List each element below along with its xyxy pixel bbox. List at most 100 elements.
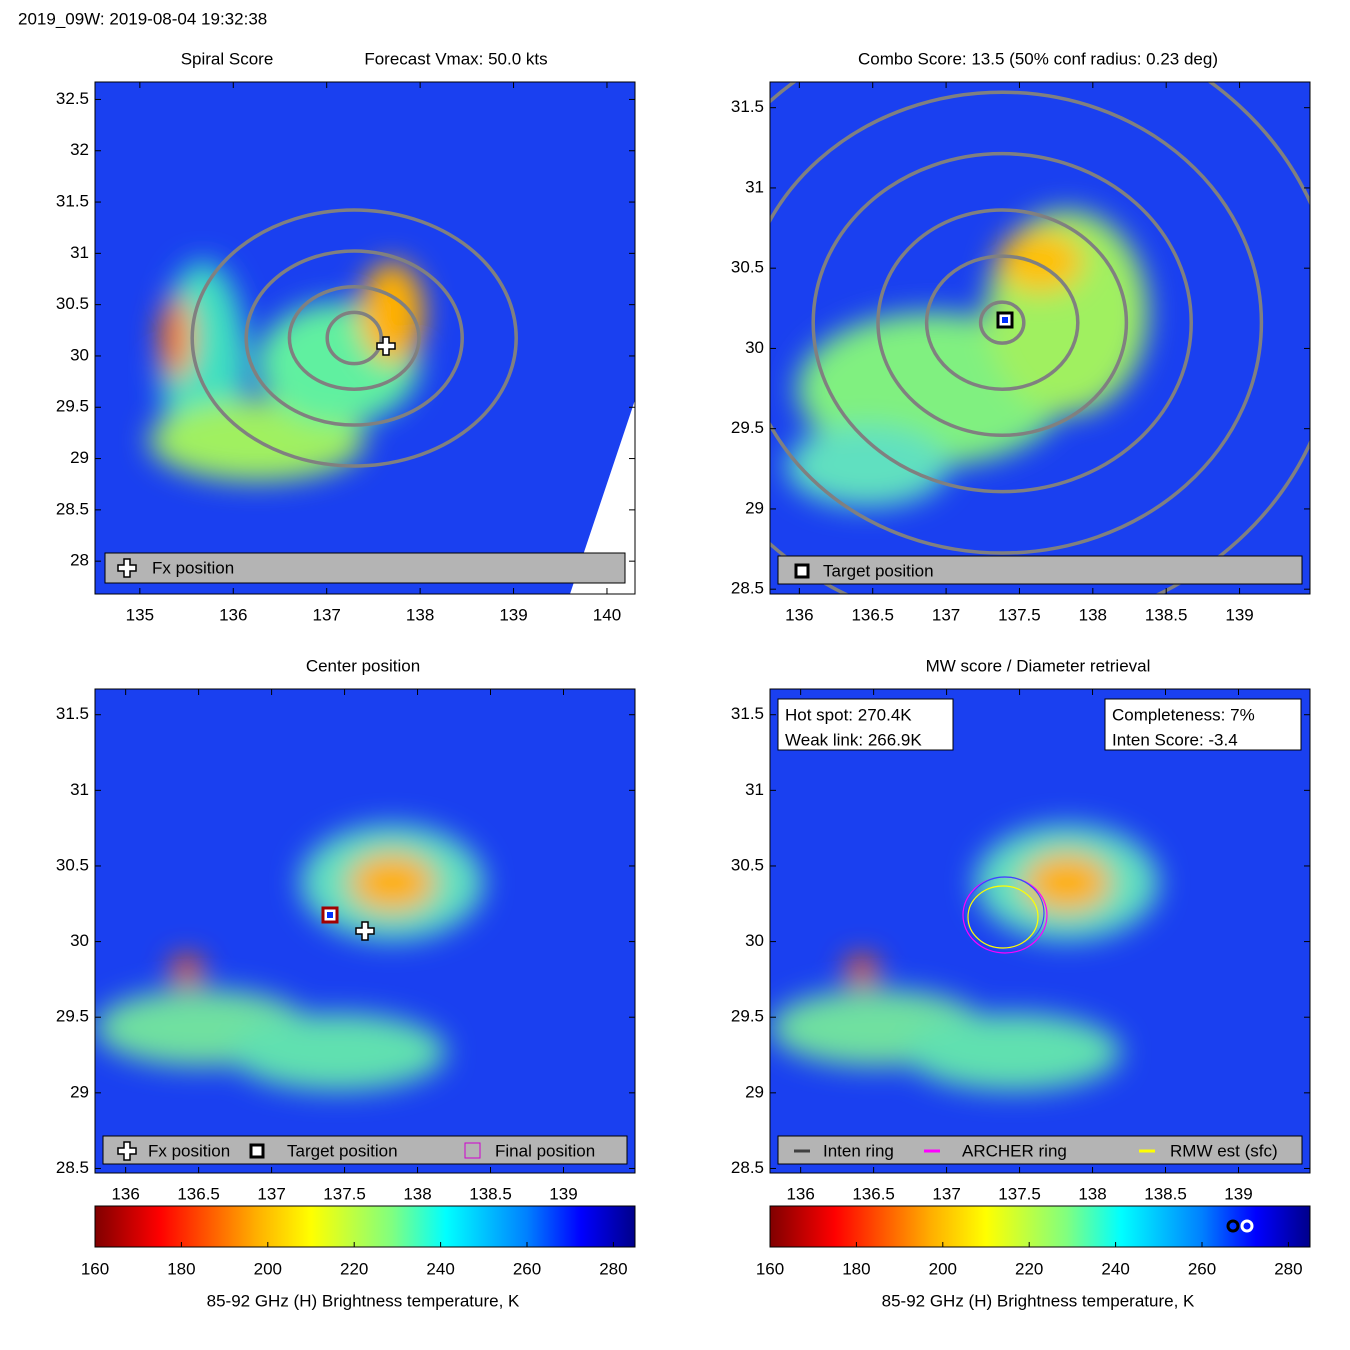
target-center [327,912,333,918]
legend-swatch [249,1143,265,1159]
legend-swatch [794,563,810,579]
y-tick-label: 29 [70,448,89,467]
x-tick-label: 139 [1224,1184,1252,1203]
y-tick-label: 31 [745,177,764,196]
colorbar-tick-label: 220 [340,1259,368,1278]
x-tick-label: 135 [126,605,154,624]
panel: Spiral Score Forecast Vmax: 50.0 kts 135 13… [56,49,636,624]
x-tick-label: 138 [1079,605,1107,624]
y-tick-label: 31.5 [56,704,89,723]
heatmap-feature [230,1013,446,1091]
x-tick-label: 138.5 [1144,1184,1187,1203]
x-tick-label: 137 [257,1184,285,1203]
fx-marker [376,336,396,356]
legend-box [102,1135,628,1165]
legend-swatch [464,1142,481,1159]
y-tick-label: 29 [745,498,764,517]
colorbar-marker [1240,1219,1254,1233]
heatmap-feature [348,853,436,912]
contour [770,90,1264,555]
colorbar-tick-label: 160 [756,1259,784,1278]
y-tick-label: 29 [745,1082,764,1101]
heatmap-feature [845,955,878,985]
x-tick-label: 138 [1078,1184,1106,1203]
annotation-box [777,698,954,751]
panel-title: Center position [306,656,420,675]
x-tick-label: 137.5 [998,1184,1041,1203]
plot-frame [94,81,636,595]
colorbar-tick-label: 260 [1188,1259,1216,1278]
annotation: Hot spot: 270.4K [785,705,912,724]
y-tick-label: 30.5 [56,855,89,874]
legend-label: Fx position [152,558,234,577]
legend-box [104,552,626,584]
contour [325,310,383,366]
heatmap-feature [159,297,193,379]
heatmap-feature [996,230,1084,292]
heatmap-features [770,824,1159,1091]
target-center [1002,317,1008,323]
annotation: Weak link: 266.9K [785,730,922,749]
panel: Combo Score: 13.5 (50% conf radius: 0.23… [731,49,1311,624]
y-tick-label: 29 [70,1082,89,1101]
x-tick-label: 136.5 [177,1184,220,1203]
x-tick-label: 137 [932,605,960,624]
y-tick-label: 31.5 [731,704,764,723]
annotation: Inten Score: -3.4 [1112,730,1238,749]
y-tick-label: 28 [70,551,89,570]
y-tick-label: 31.5 [56,192,89,211]
legend-box [777,555,1303,585]
x-tick-label: 139 [549,1184,577,1203]
y-tick-label: 32 [70,140,89,159]
contour [190,208,518,468]
x-tick-label: 136 [786,1184,814,1203]
heatmap [770,82,1310,594]
colorbar-tick-label: 280 [1274,1259,1302,1278]
y-tick-label: 29.5 [731,418,764,437]
y-tick-label: 30 [745,338,764,357]
heatmap [95,82,635,594]
x-tick-label: 136 [111,1184,139,1203]
legend-label: ARCHER ring [962,1141,1067,1160]
y-tick-label: 30.5 [731,855,764,874]
panel-title: Combo Score: 13.5 (50% conf radius: 0.23… [858,49,1218,68]
y-tick-label: 29.5 [731,1007,764,1026]
y-tick-label: 28.5 [56,1158,89,1177]
colorbar [94,1205,636,1248]
y-tick-label: 32.5 [56,89,89,108]
panel-subtitle: Forecast Vmax: 50.0 kts [364,49,547,68]
x-tick-label: 139 [499,605,527,624]
heatmap-feature [170,955,203,985]
x-tick-label: 136.5 [852,1184,895,1203]
inten-ring [965,876,1045,950]
x-tick-label: 136 [219,605,247,624]
legend-label: Fx position [148,1141,230,1160]
y-tick-label: 31 [70,780,89,799]
header: 2019_09W: 2019-08-04 19:32:38 [18,9,267,28]
legend-label: Target position [287,1141,398,1160]
x-tick-label: 136 [785,605,813,624]
colorbar-tick-label: 200 [254,1259,282,1278]
y-tick-label: 28.5 [731,1158,764,1177]
legend-label: Final position [495,1141,595,1160]
y-tick-label: 30 [70,931,89,950]
contour [978,300,1026,345]
heatmap-feature [786,425,949,507]
x-tick-label: 137.5 [998,605,1041,624]
x-tick-label: 138 [403,1184,431,1203]
panel-title: MW score / Diameter retrieval [926,656,1151,675]
colorbar-tick-label: 240 [426,1259,454,1278]
y-tick-label: 28.5 [56,499,89,518]
y-tick-label: 31 [70,243,89,262]
legend-label: Inten ring [823,1141,894,1160]
colorbar-tick-label: 200 [929,1259,957,1278]
colorbar-tick-label: 180 [842,1259,870,1278]
y-tick-label: 30 [745,931,764,950]
colorbar-tick-label: 240 [1101,1259,1129,1278]
x-tick-label: 138.5 [1145,605,1188,624]
x-tick-label: 136.5 [851,605,894,624]
contour [244,249,464,427]
heatmap-features [95,824,484,1091]
x-tick-label: 139 [1225,605,1253,624]
